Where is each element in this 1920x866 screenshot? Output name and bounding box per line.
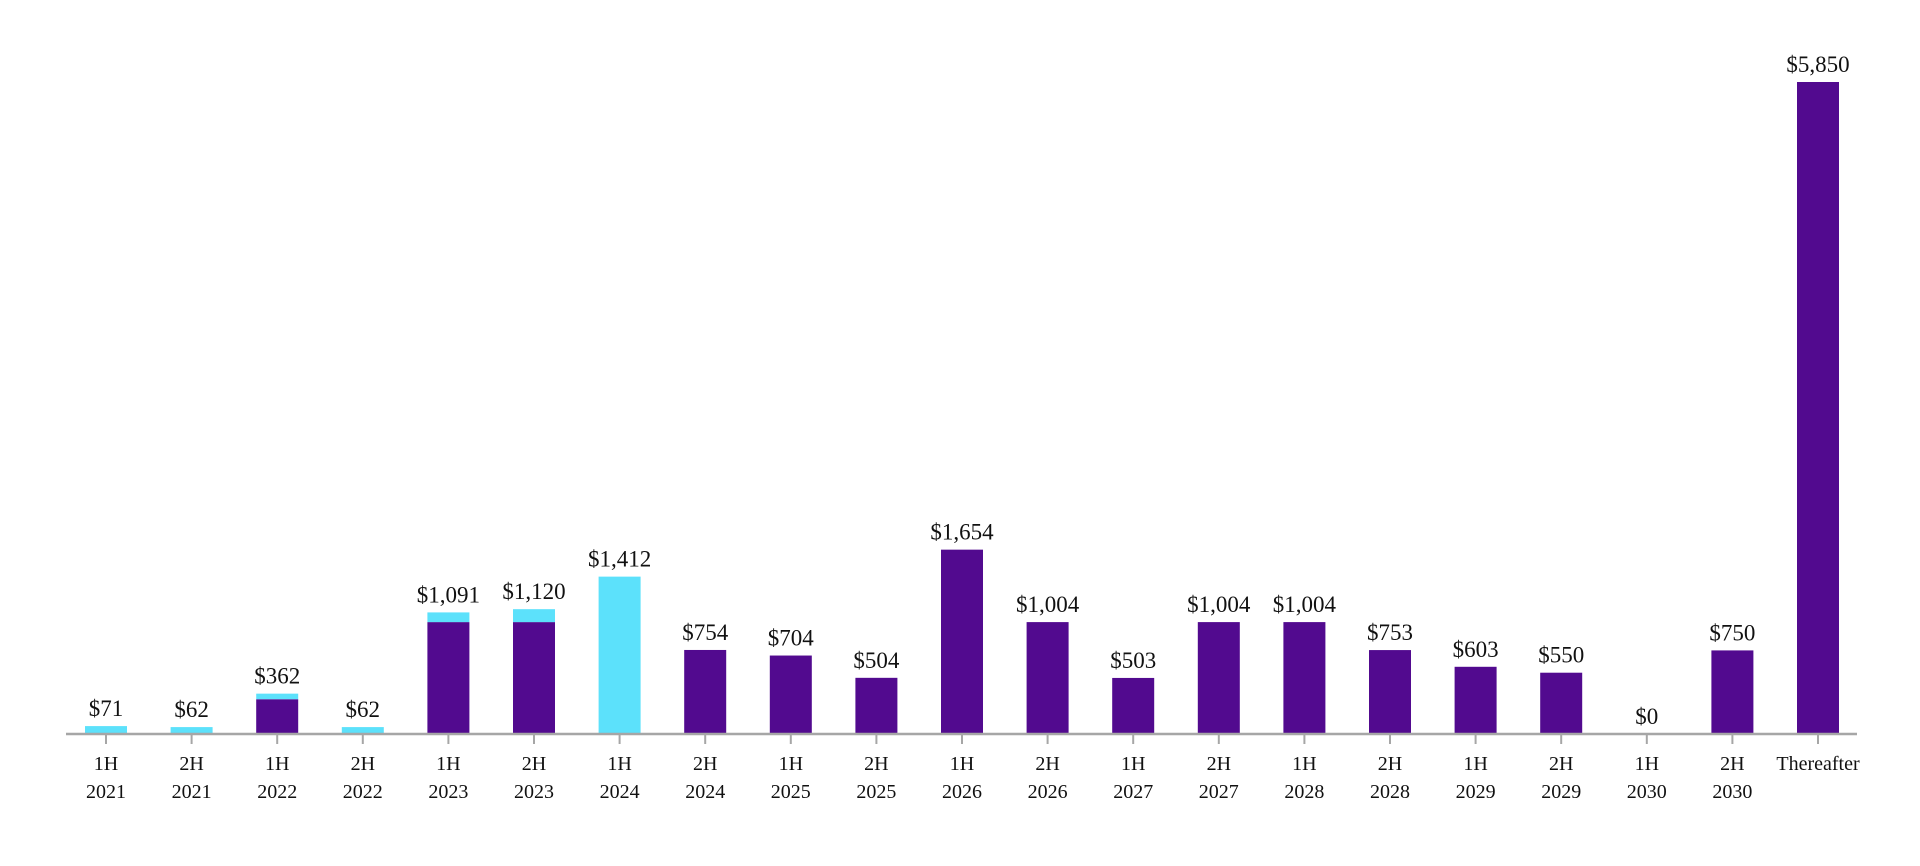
x-tick-label: 2021	[172, 781, 212, 803]
bar-purple-segment	[941, 549, 983, 734]
bar-purple-segment	[1369, 650, 1411, 734]
x-tick-label: 1H	[950, 753, 974, 775]
bar-purple-segment	[513, 622, 555, 734]
x-tick-label: 1H	[265, 753, 289, 775]
x-tick-label: 2H	[1549, 753, 1573, 775]
data-label: $0	[1635, 704, 1658, 729]
bar-cyan-segment	[256, 693, 299, 700]
x-tick-label: 1H	[436, 753, 460, 775]
data-label: $1,004	[1187, 592, 1251, 617]
x-tick-label: 2030	[1627, 781, 1667, 803]
x-tick-label: 2028	[1284, 781, 1324, 803]
bars-group	[85, 82, 1839, 734]
x-tick-label: 1H	[1463, 753, 1487, 775]
data-labels-group: $71 $62 $362 $62 $1,091 $1,120 $1,412 $754 $704 $…	[89, 52, 1850, 729]
x-tick-label: 2023	[428, 781, 468, 803]
x-tick-label: 2022	[343, 781, 383, 803]
data-label: $550	[1538, 643, 1584, 668]
data-label: $1,120	[502, 579, 565, 604]
bar-purple-segment	[769, 655, 812, 734]
data-label: $1,004	[1016, 592, 1080, 617]
data-label: $62	[174, 697, 209, 722]
data-label: $603	[1453, 637, 1499, 662]
bar-purple-segment	[855, 677, 898, 734]
bar-purple-segment	[1454, 666, 1497, 734]
bar-purple-segment	[684, 649, 727, 734]
x-tick-label: 1H	[607, 753, 631, 775]
x-tick-label: 2029	[1541, 781, 1581, 803]
x-tick-label: 2024	[685, 781, 725, 803]
x-tick-label: 2H	[522, 753, 546, 775]
x-tick-label: 2H	[179, 753, 203, 775]
data-label: $503	[1110, 648, 1156, 673]
x-tick-label: 2H	[864, 753, 888, 775]
x-tick-labels-group: 1H 2021 2H 2021 1H 2022 2H 2022 1H 2023 2H 2023 1H 20…	[86, 753, 1860, 803]
data-label: $1,654	[930, 520, 994, 545]
x-tick-label: 2025	[771, 781, 811, 803]
bar-purple-segment	[1283, 622, 1326, 734]
data-label: $1,091	[417, 582, 480, 607]
bar-purple-segment	[1197, 622, 1240, 734]
data-label: $754	[682, 620, 729, 645]
bar-purple-segment	[256, 699, 299, 734]
x-tick-label: 2027	[1199, 781, 1239, 803]
x-tick-label: 2028	[1370, 781, 1410, 803]
x-tick-label: 2026	[942, 781, 982, 803]
bar-purple-segment	[1540, 672, 1583, 734]
bar-purple-segment	[427, 622, 470, 734]
x-tick-label: 2030	[1712, 781, 1752, 803]
bar-cyan-segment	[513, 609, 555, 623]
x-tick-label: 2H	[351, 753, 375, 775]
data-label: $5,850	[1786, 52, 1849, 77]
data-label: $1,004	[1273, 592, 1337, 617]
bar-purple-segment	[1112, 677, 1155, 734]
bar-cyan-segment	[85, 726, 127, 734]
bar-purple-segment	[1711, 650, 1754, 734]
x-tick-label: 2025	[856, 781, 896, 803]
x-tick-label: 1H	[1121, 753, 1145, 775]
bar-cyan-segment	[170, 727, 213, 734]
x-tick-label: 2021	[86, 781, 126, 803]
x-tick-label: Thereafter	[1776, 753, 1860, 775]
x-tick-label: 1H	[1292, 753, 1316, 775]
x-tick-label: 2027	[1113, 781, 1153, 803]
bar-purple-segment	[1026, 622, 1069, 734]
x-tick-label: 2023	[514, 781, 554, 803]
x-tick-label: 2H	[1378, 753, 1402, 775]
bar-purple-segment	[1797, 82, 1839, 734]
data-label: $62	[346, 697, 381, 722]
x-tick-label: 2H	[1207, 753, 1231, 775]
data-label: $71	[89, 696, 124, 721]
x-tick-label: 1H	[779, 753, 803, 775]
x-tick-label: 2024	[600, 781, 640, 803]
data-label: $753	[1367, 620, 1413, 645]
data-label: $704	[768, 626, 815, 651]
x-tick-label: 1H	[1635, 753, 1659, 775]
data-label: $504	[853, 648, 900, 673]
data-label: $750	[1709, 620, 1755, 645]
bar-cyan-segment	[341, 727, 384, 734]
x-tick-label: 2029	[1456, 781, 1496, 803]
x-tick-label: 2H	[1035, 753, 1059, 775]
bar-cyan-segment	[598, 576, 641, 734]
x-tick-label: 2026	[1028, 781, 1068, 803]
bar-cyan-segment	[427, 612, 470, 623]
x-tick-label: 1H	[94, 753, 118, 775]
x-tick-label: 2022	[257, 781, 297, 803]
x-ticks-group	[105, 734, 1819, 744]
data-label: $1,412	[588, 547, 651, 572]
x-tick-label: 2H	[693, 753, 717, 775]
x-tick-label: 2H	[1720, 753, 1744, 775]
data-label: $362	[254, 664, 300, 689]
